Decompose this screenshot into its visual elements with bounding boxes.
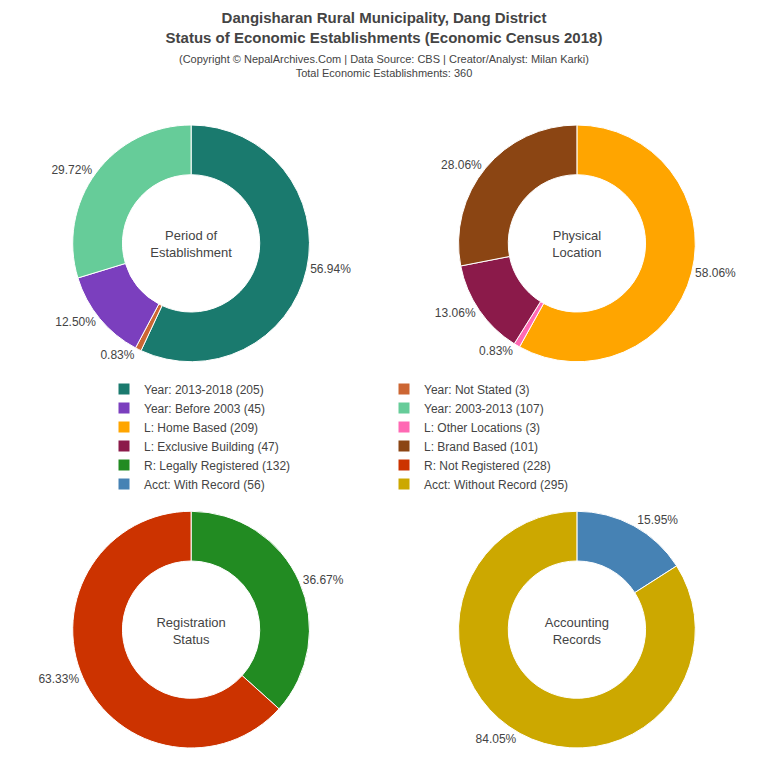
svg-text:56.94%: 56.94% <box>310 262 351 276</box>
svg-text:PhysicalLocation: PhysicalLocation <box>552 228 601 260</box>
svg-text:84.05%: 84.05% <box>476 732 517 746</box>
svg-text:L: Brand Based (101): L: Brand Based (101) <box>424 440 538 454</box>
svg-text:Dangisharan Rural Municipality: Dangisharan Rural Municipality, Dang Dis… <box>166 9 603 46</box>
svg-text:AccountingRecords: AccountingRecords <box>545 615 609 647</box>
svg-text:0.83%: 0.83% <box>479 344 513 358</box>
svg-text:Year: 2013-2018 (205): Year: 2013-2018 (205) <box>144 383 264 397</box>
svg-text:0.83%: 0.83% <box>100 348 134 362</box>
svg-text:R: Not Registered (228): R: Not Registered (228) <box>424 459 551 473</box>
svg-text:Acct: Without Record (295): Acct: Without Record (295) <box>424 478 568 492</box>
svg-text:L: Exclusive Building (47): L: Exclusive Building (47) <box>144 440 279 454</box>
svg-text:58.06%: 58.06% <box>695 266 736 280</box>
svg-text:12.50%: 12.50% <box>55 315 96 329</box>
svg-text:63.33%: 63.33% <box>38 672 79 686</box>
svg-text:Year: Before 2003 (45): Year: Before 2003 (45) <box>144 402 265 416</box>
svg-text:36.67%: 36.67% <box>303 573 344 587</box>
svg-text:(Copyright © NepalArchives.Com: (Copyright © NepalArchives.Com | Data So… <box>179 53 589 79</box>
svg-text:Period ofEstablishment: Period ofEstablishment <box>150 228 232 260</box>
svg-text:15.95%: 15.95% <box>637 513 678 527</box>
svg-text:Year: 2003-2013 (107): Year: 2003-2013 (107) <box>424 402 544 416</box>
svg-text:R: Legally Registered (132): R: Legally Registered (132) <box>144 459 290 473</box>
svg-text:RegistrationStatus: RegistrationStatus <box>156 615 225 647</box>
svg-text:13.06%: 13.06% <box>435 306 476 320</box>
svg-text:Year: Not Stated (3): Year: Not Stated (3) <box>424 383 530 397</box>
svg-text:29.72%: 29.72% <box>51 163 92 177</box>
svg-text:Acct: With Record (56): Acct: With Record (56) <box>144 478 265 492</box>
svg-text:28.06%: 28.06% <box>441 158 482 172</box>
svg-text:L: Other Locations (3): L: Other Locations (3) <box>424 421 540 435</box>
svg-text:L: Home Based (209): L: Home Based (209) <box>144 421 258 435</box>
